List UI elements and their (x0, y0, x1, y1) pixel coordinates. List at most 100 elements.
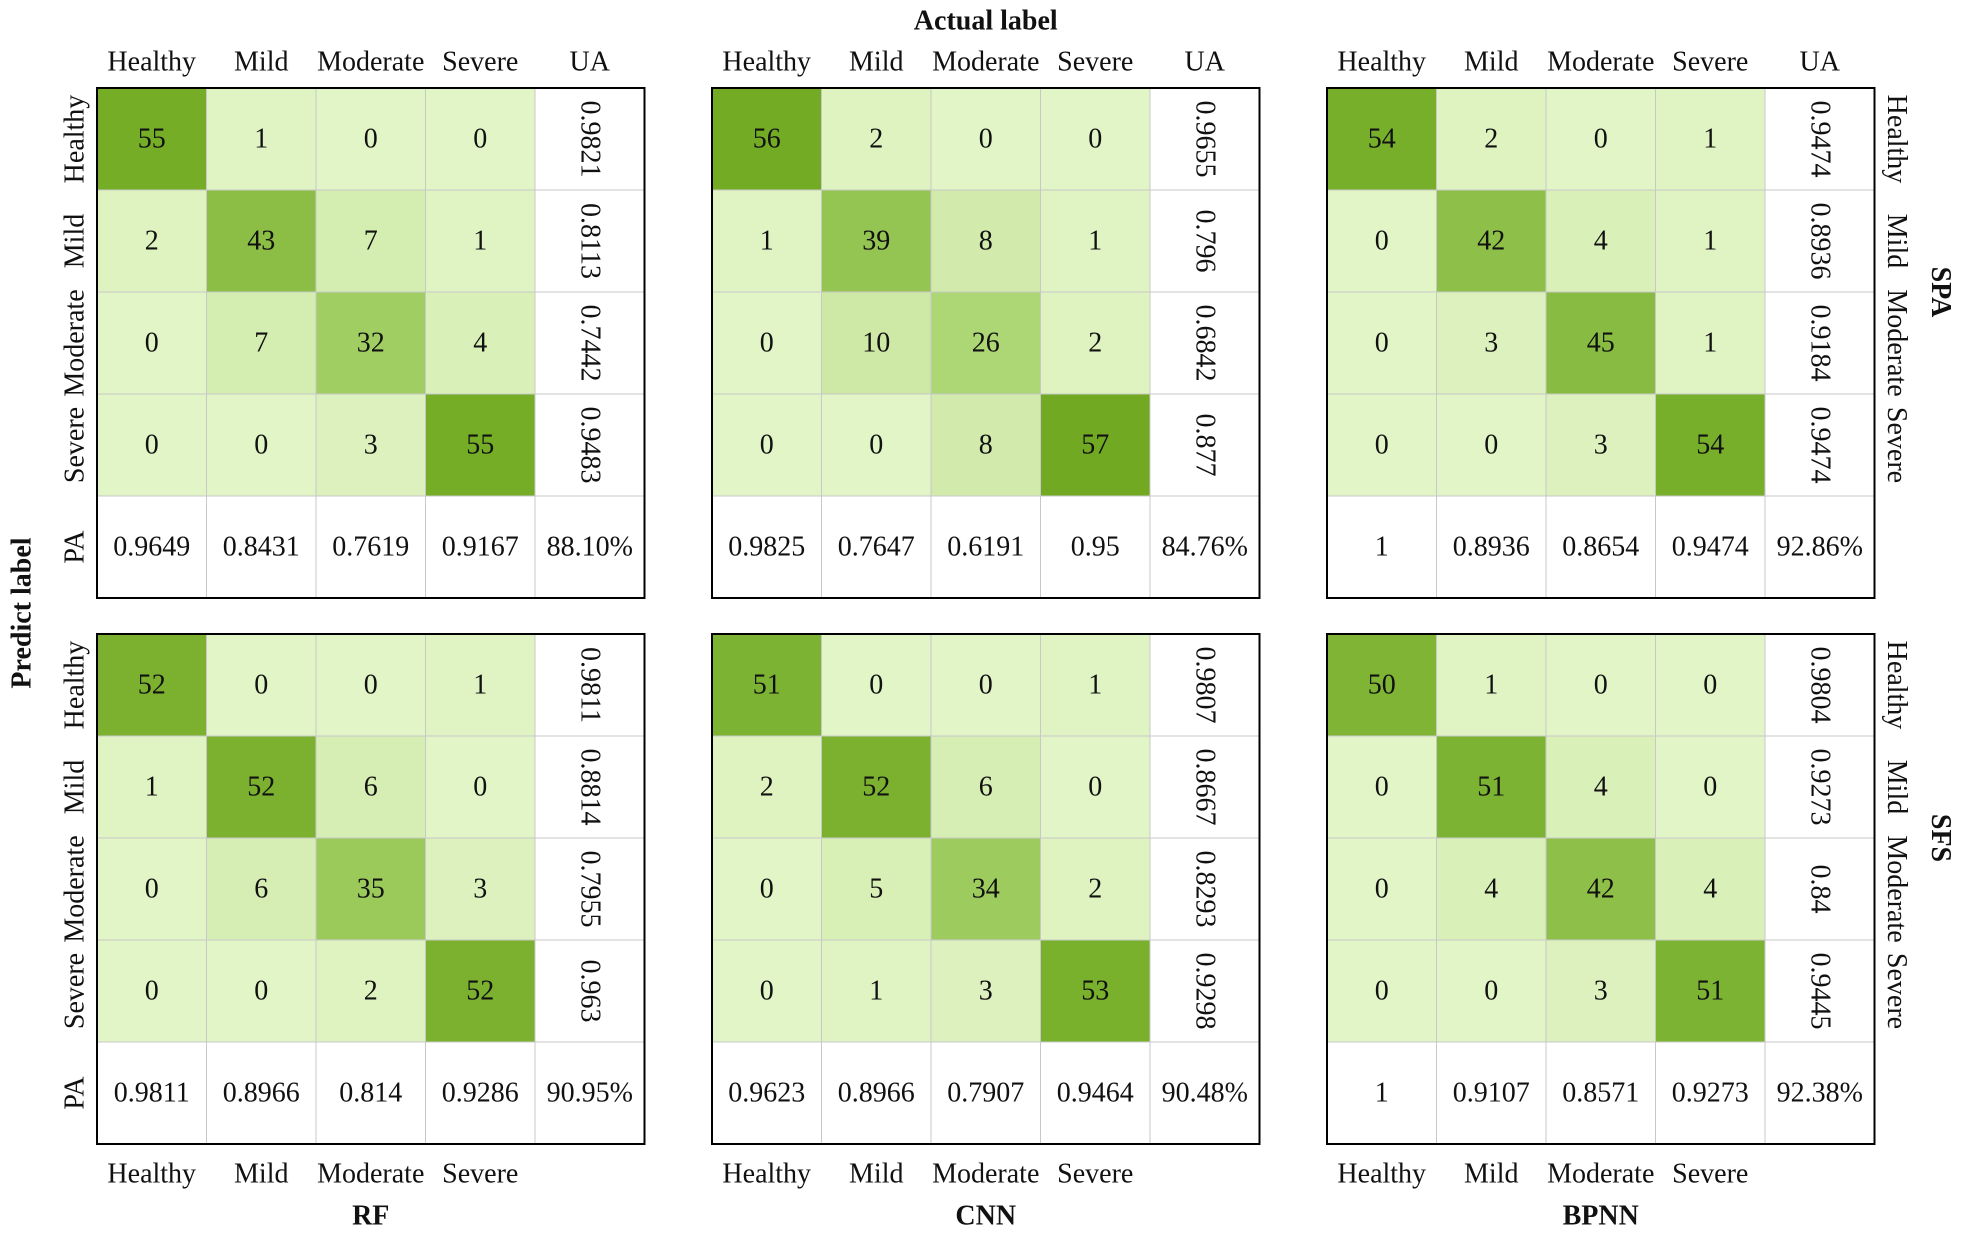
cell-value-cnn-sfs-r1-c0: 2 (760, 772, 774, 803)
col-header-bottom-cnn-sfs-3: Severe (1057, 1159, 1133, 1190)
ua-cell-bpnn-sfs-r1 (1764, 735, 1875, 839)
cell-rf-spa-r2-c1 (206, 291, 317, 395)
cell-bpnn-spa-r3-c3 (1655, 393, 1766, 497)
cell-value-bpnn-sfs-r1-c2: 4 (1594, 772, 1608, 803)
ua-cell-cnn-sfs-r0 (1149, 633, 1260, 737)
cell-rf-sfs-r3-c0 (96, 939, 207, 1043)
ua-cell-cnn-spa-r0 (1149, 87, 1260, 191)
cell-bpnn-sfs-r3-c1 (1436, 939, 1547, 1043)
cell-value-rf-sfs-r0-c2: 0 (364, 670, 378, 701)
ua-cell-rf-spa-r1 (534, 189, 645, 293)
cell-value-cnn-spa-r1-c0: 1 (760, 226, 774, 257)
cell-value-bpnn-spa-r1-c2: 4 (1594, 226, 1608, 257)
cell-bpnn-sfs-r1-c1 (1436, 735, 1547, 839)
cell-value-rf-spa-r0-c3: 0 (473, 124, 487, 155)
cell-value-bpnn-sfs-r3-c2: 3 (1594, 976, 1608, 1007)
cell-value-bpnn-sfs-r0-c3: 0 (1703, 670, 1717, 701)
ua-value-cnn-sfs-r1: 0.8667 (1189, 749, 1220, 826)
cell-value-cnn-spa-r1-c3: 1 (1088, 226, 1102, 257)
col-header-top-bpnn-spa-0: Healthy (1337, 47, 1426, 78)
cell-bpnn-sfs-r2-c1 (1436, 837, 1547, 941)
cell-value-rf-sfs-r3-c3: 52 (466, 976, 494, 1007)
pa-cell-cnn-sfs-c0 (711, 1041, 822, 1145)
col-header-top-cnn-spa-1: Mild (849, 47, 903, 78)
cell-value-rf-sfs-r1-c0: 1 (145, 772, 159, 803)
cell-value-rf-spa-r1-c0: 2 (145, 226, 159, 257)
ua-value-rf-spa-r1: 0.8113 (574, 203, 605, 279)
ua-value-cnn-spa-r3: 0.877 (1189, 414, 1220, 477)
selection-title-sfs: SFS (1925, 814, 1956, 862)
ua-cell-bpnn-spa-r1 (1764, 189, 1875, 293)
pa-value-bpnn-sfs-c3: 0.9273 (1672, 1078, 1749, 1109)
row-label-left-rf-sfs-0: Healthy (60, 641, 91, 730)
col-header-top-cnn-spa-2: Moderate (932, 47, 1039, 78)
pa-value-bpnn-spa-c1: 0.8936 (1453, 532, 1530, 563)
cell-value-rf-spa-r3-c2: 3 (364, 430, 378, 461)
cell-value-bpnn-sfs-r0-c1: 1 (1484, 670, 1498, 701)
ua-cell-bpnn-spa-r3 (1764, 393, 1875, 497)
pa-cell-rf-spa-c1 (206, 495, 317, 599)
overall-cell-rf-sfs (534, 1041, 645, 1145)
cell-value-cnn-spa-r0-c0: 56 (753, 124, 781, 155)
cell-value-cnn-sfs-r1-c1: 52 (862, 772, 890, 803)
cell-value-bpnn-sfs-r2-c0: 0 (1375, 874, 1389, 905)
cell-rf-spa-r1-c1 (206, 189, 317, 293)
cell-bpnn-sfs-r1-c3 (1655, 735, 1766, 839)
cell-value-cnn-spa-r2-c3: 2 (1088, 328, 1102, 359)
cell-rf-spa-r0-c1 (206, 87, 317, 191)
cell-value-cnn-sfs-r1-c3: 0 (1088, 772, 1102, 803)
ua-header-cnn-spa: UA (1185, 47, 1226, 78)
col-header-bottom-cnn-sfs-2: Moderate (932, 1159, 1039, 1190)
pa-label-rf-sfs: PA (60, 1076, 91, 1110)
pa-value-cnn-spa-c0: 0.9825 (728, 532, 805, 563)
ua-cell-bpnn-spa-r2 (1764, 291, 1875, 395)
cell-value-rf-sfs-r3-c0: 0 (145, 976, 159, 1007)
pa-value-cnn-spa-c2: 0.6191 (947, 532, 1024, 563)
cell-rf-spa-r0-c3 (425, 87, 536, 191)
cell-cnn-sfs-r2-c3 (1040, 837, 1151, 941)
col-header-top-rf-spa-2: Moderate (317, 47, 424, 78)
ua-value-rf-sfs-r0: 0.9811 (574, 647, 605, 723)
cell-value-rf-sfs-r2-c1: 6 (254, 874, 268, 905)
pa-value-cnn-sfs-c0: 0.9623 (728, 1078, 805, 1109)
ua-cell-rf-spa-r0 (534, 87, 645, 191)
cell-value-cnn-sfs-r3-c1: 1 (869, 976, 883, 1007)
pa-value-rf-spa-c2: 0.7619 (332, 532, 409, 563)
cell-value-cnn-sfs-r2-c3: 2 (1088, 874, 1102, 905)
cell-value-bpnn-spa-r3-c0: 0 (1375, 430, 1389, 461)
cell-value-rf-sfs-r1-c1: 52 (247, 772, 275, 803)
cell-value-cnn-spa-r0-c2: 0 (979, 124, 993, 155)
cell-bpnn-spa-r2-c1 (1436, 291, 1547, 395)
selection-title-spa: SPA (1925, 267, 1956, 319)
cell-cnn-spa-r1-c1 (821, 189, 932, 293)
cell-value-bpnn-sfs-r0-c2: 0 (1594, 670, 1608, 701)
cell-cnn-sfs-r3-c0 (711, 939, 822, 1043)
row-label-right-bpnn-spa-0: Healthy (1881, 95, 1912, 184)
cell-value-bpnn-sfs-r2-c1: 4 (1484, 874, 1498, 905)
cell-bpnn-spa-r1-c0 (1326, 189, 1437, 293)
col-header-top-rf-spa-3: Severe (442, 47, 518, 78)
cell-value-bpnn-spa-r0-c2: 0 (1594, 124, 1608, 155)
ua-cell-rf-sfs-r0 (534, 633, 645, 737)
col-header-top-bpnn-spa-2: Moderate (1547, 47, 1654, 78)
cell-bpnn-sfs-r1-c2 (1545, 735, 1656, 839)
cell-value-cnn-sfs-r1-c2: 6 (979, 772, 993, 803)
cell-value-bpnn-sfs-r0-c0: 50 (1368, 670, 1396, 701)
pa-value-bpnn-sfs-c0: 1 (1375, 1078, 1389, 1109)
row-label-right-bpnn-spa-2: Moderate (1881, 289, 1912, 396)
cell-value-cnn-sfs-r0-c3: 1 (1088, 670, 1102, 701)
pa-value-bpnn-spa-c3: 0.9474 (1672, 532, 1749, 563)
ua-header-rf-spa: UA (570, 47, 611, 78)
cell-bpnn-sfs-r3-c3 (1655, 939, 1766, 1043)
pa-value-rf-spa-c1: 0.8431 (223, 532, 300, 563)
col-header-top-bpnn-spa-3: Severe (1672, 47, 1748, 78)
block-border-bpnn-sfs (1326, 633, 1876, 1145)
ua-value-bpnn-spa-r3: 0.9474 (1804, 407, 1835, 484)
cell-cnn-spa-r3-c2 (930, 393, 1041, 497)
pa-cell-rf-sfs-c2 (315, 1041, 426, 1145)
ua-cell-cnn-sfs-r3 (1149, 939, 1260, 1043)
ua-value-rf-sfs-r2: 0.7955 (574, 851, 605, 928)
row-label-left-rf-spa-2: Moderate (60, 289, 91, 396)
row-label-left-rf-sfs-3: Severe (60, 953, 91, 1029)
overall-accuracy-cnn-spa: 84.76% (1162, 532, 1248, 563)
